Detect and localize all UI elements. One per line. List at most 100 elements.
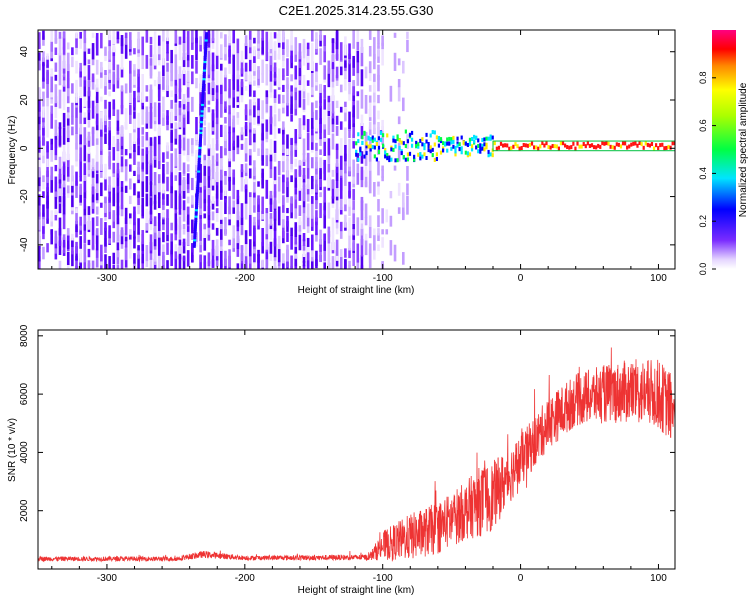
heat-cell <box>42 126 45 136</box>
heat-cell <box>406 39 409 53</box>
heat-cell <box>377 160 380 176</box>
heat-cell <box>120 35 124 47</box>
heat-cell <box>196 182 200 186</box>
heat-cell <box>248 63 252 82</box>
heat-cell <box>406 152 410 157</box>
heat-cell <box>224 250 227 266</box>
heat-cell <box>58 126 62 146</box>
heat-cell <box>162 30 165 42</box>
heat-cell <box>286 58 289 77</box>
heat-cell <box>137 218 140 235</box>
heat-cell <box>348 260 351 267</box>
heat-cell <box>141 152 145 163</box>
heat-cell <box>66 266 70 269</box>
heat-cell <box>277 43 281 60</box>
heat-cell <box>302 188 306 202</box>
heat-cell <box>441 141 445 146</box>
heat-cell <box>54 119 58 132</box>
heat-cell <box>178 239 182 246</box>
heat-cell <box>261 121 264 141</box>
heat-cell <box>232 74 236 81</box>
heat-cell <box>203 223 207 230</box>
heat-cell <box>116 152 120 163</box>
heat-cell <box>294 51 298 62</box>
heat-cell <box>450 137 453 142</box>
heat-cell <box>393 165 397 171</box>
heat-cell <box>182 257 186 269</box>
heat-cell <box>373 37 376 55</box>
heat-cell <box>178 134 182 149</box>
heat-cell <box>46 201 49 209</box>
heat-cell <box>79 116 82 135</box>
heat-cell <box>196 180 200 184</box>
heat-cell <box>79 96 82 113</box>
heat-cell <box>83 47 87 66</box>
heat-cell <box>91 165 95 172</box>
heat-cell <box>79 37 82 44</box>
heat-cell <box>402 141 405 146</box>
heat-cell <box>75 142 78 162</box>
heat-cell <box>522 142 525 147</box>
heat-cell <box>91 260 95 269</box>
heat-cell <box>335 115 339 125</box>
heat-cell <box>294 169 298 188</box>
heat-cell <box>265 63 269 71</box>
heat-cell <box>489 136 492 141</box>
heat-cell <box>166 70 169 86</box>
heat-cell <box>277 206 281 226</box>
heat-cell <box>360 196 364 203</box>
heat-cell <box>363 154 366 159</box>
heat-cell <box>197 165 201 169</box>
heat-cell <box>393 244 397 262</box>
heat-cell <box>273 32 277 39</box>
heat-cell <box>224 196 227 215</box>
heat-cell <box>339 57 343 67</box>
heat-cell <box>220 201 223 220</box>
heat-cell <box>360 122 364 139</box>
heat-cell <box>390 157 393 162</box>
heat-cell <box>344 159 347 166</box>
heat-cell <box>46 176 49 192</box>
heat-cell <box>75 220 78 233</box>
heat-cell <box>282 140 285 154</box>
heat-cell <box>220 82 223 95</box>
heat-cell <box>357 139 360 144</box>
heat-cell <box>166 145 169 159</box>
heat-cell <box>196 186 200 190</box>
heat-cell <box>194 216 198 220</box>
heat-cell <box>273 227 277 247</box>
heat-cell <box>375 157 379 162</box>
heat-cell <box>83 112 87 118</box>
heat-cell <box>42 126 45 146</box>
heat-cell <box>186 196 190 204</box>
heat-cell <box>448 141 451 146</box>
heat-cell <box>290 196 293 204</box>
heat-cell <box>203 234 207 251</box>
heat-cell <box>104 80 107 87</box>
heat-cell <box>415 143 418 148</box>
heat-cell <box>191 177 194 191</box>
heat-cell <box>360 228 364 246</box>
heat-cell <box>197 167 201 171</box>
heat-cell <box>331 179 335 199</box>
heat-cell <box>356 91 360 97</box>
heat-cell <box>141 127 145 135</box>
heat-cell <box>141 197 145 213</box>
heat-cell <box>112 186 116 204</box>
heat-cell <box>277 30 281 43</box>
heat-cell <box>228 159 231 177</box>
heat-cell <box>157 128 161 145</box>
heat-cell <box>149 210 153 222</box>
heat-cell <box>124 36 128 45</box>
heat-cell <box>290 41 293 51</box>
heat-cell <box>306 80 310 86</box>
heat-cell <box>530 141 534 146</box>
heat-cell <box>75 241 78 254</box>
heat-cell <box>364 203 368 218</box>
heat-cell <box>348 245 351 251</box>
heat-cell <box>178 154 182 171</box>
heat-cell <box>104 197 107 213</box>
heat-cell <box>79 175 82 182</box>
heat-cell <box>91 158 95 168</box>
heat-cell <box>368 30 372 40</box>
